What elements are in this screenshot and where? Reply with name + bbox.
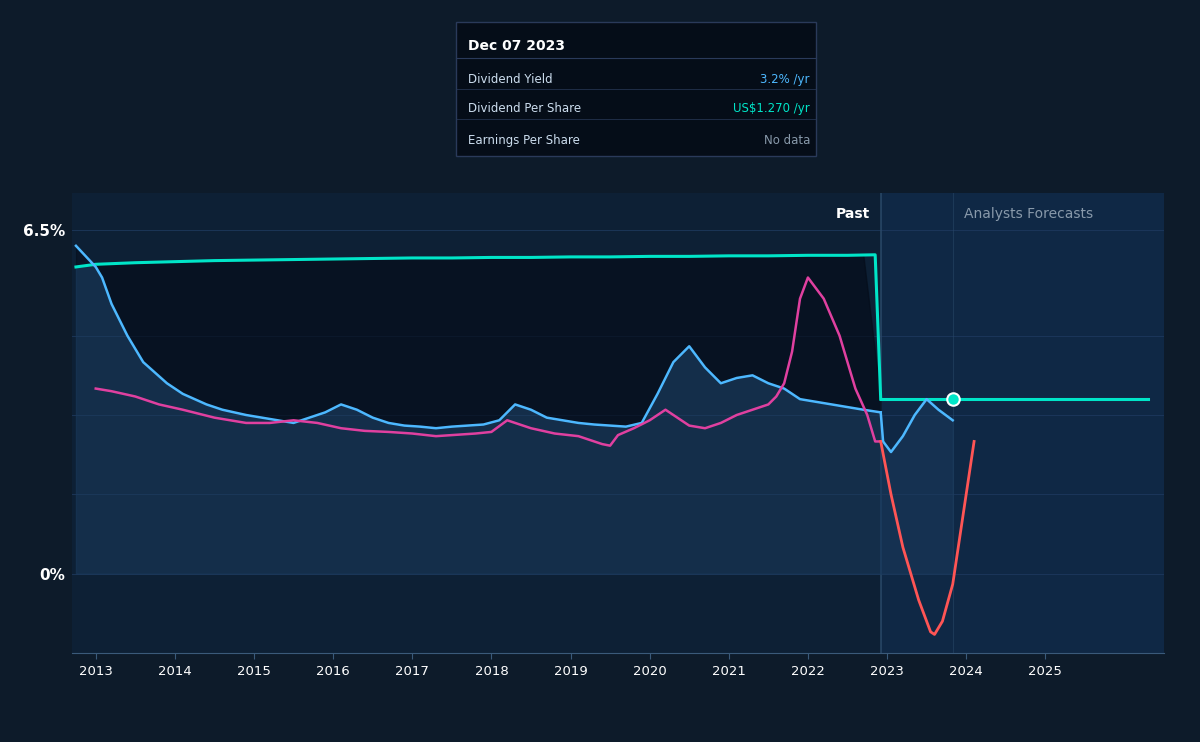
- Text: Dec 07 2023: Dec 07 2023: [468, 39, 565, 53]
- Text: Earnings Per Share: Earnings Per Share: [468, 134, 580, 147]
- Text: Analysts Forecasts: Analysts Forecasts: [964, 207, 1093, 220]
- Bar: [881, 193, 1164, 653]
- Text: Past: Past: [835, 207, 870, 220]
- Text: Dividend Yield: Dividend Yield: [468, 73, 553, 86]
- Bar: [72, 193, 881, 653]
- Text: No data: No data: [763, 134, 810, 147]
- Text: US$1.270 /yr: US$1.270 /yr: [733, 102, 810, 116]
- Text: Dividend Per Share: Dividend Per Share: [468, 102, 581, 116]
- Text: 3.2% /yr: 3.2% /yr: [761, 73, 810, 86]
